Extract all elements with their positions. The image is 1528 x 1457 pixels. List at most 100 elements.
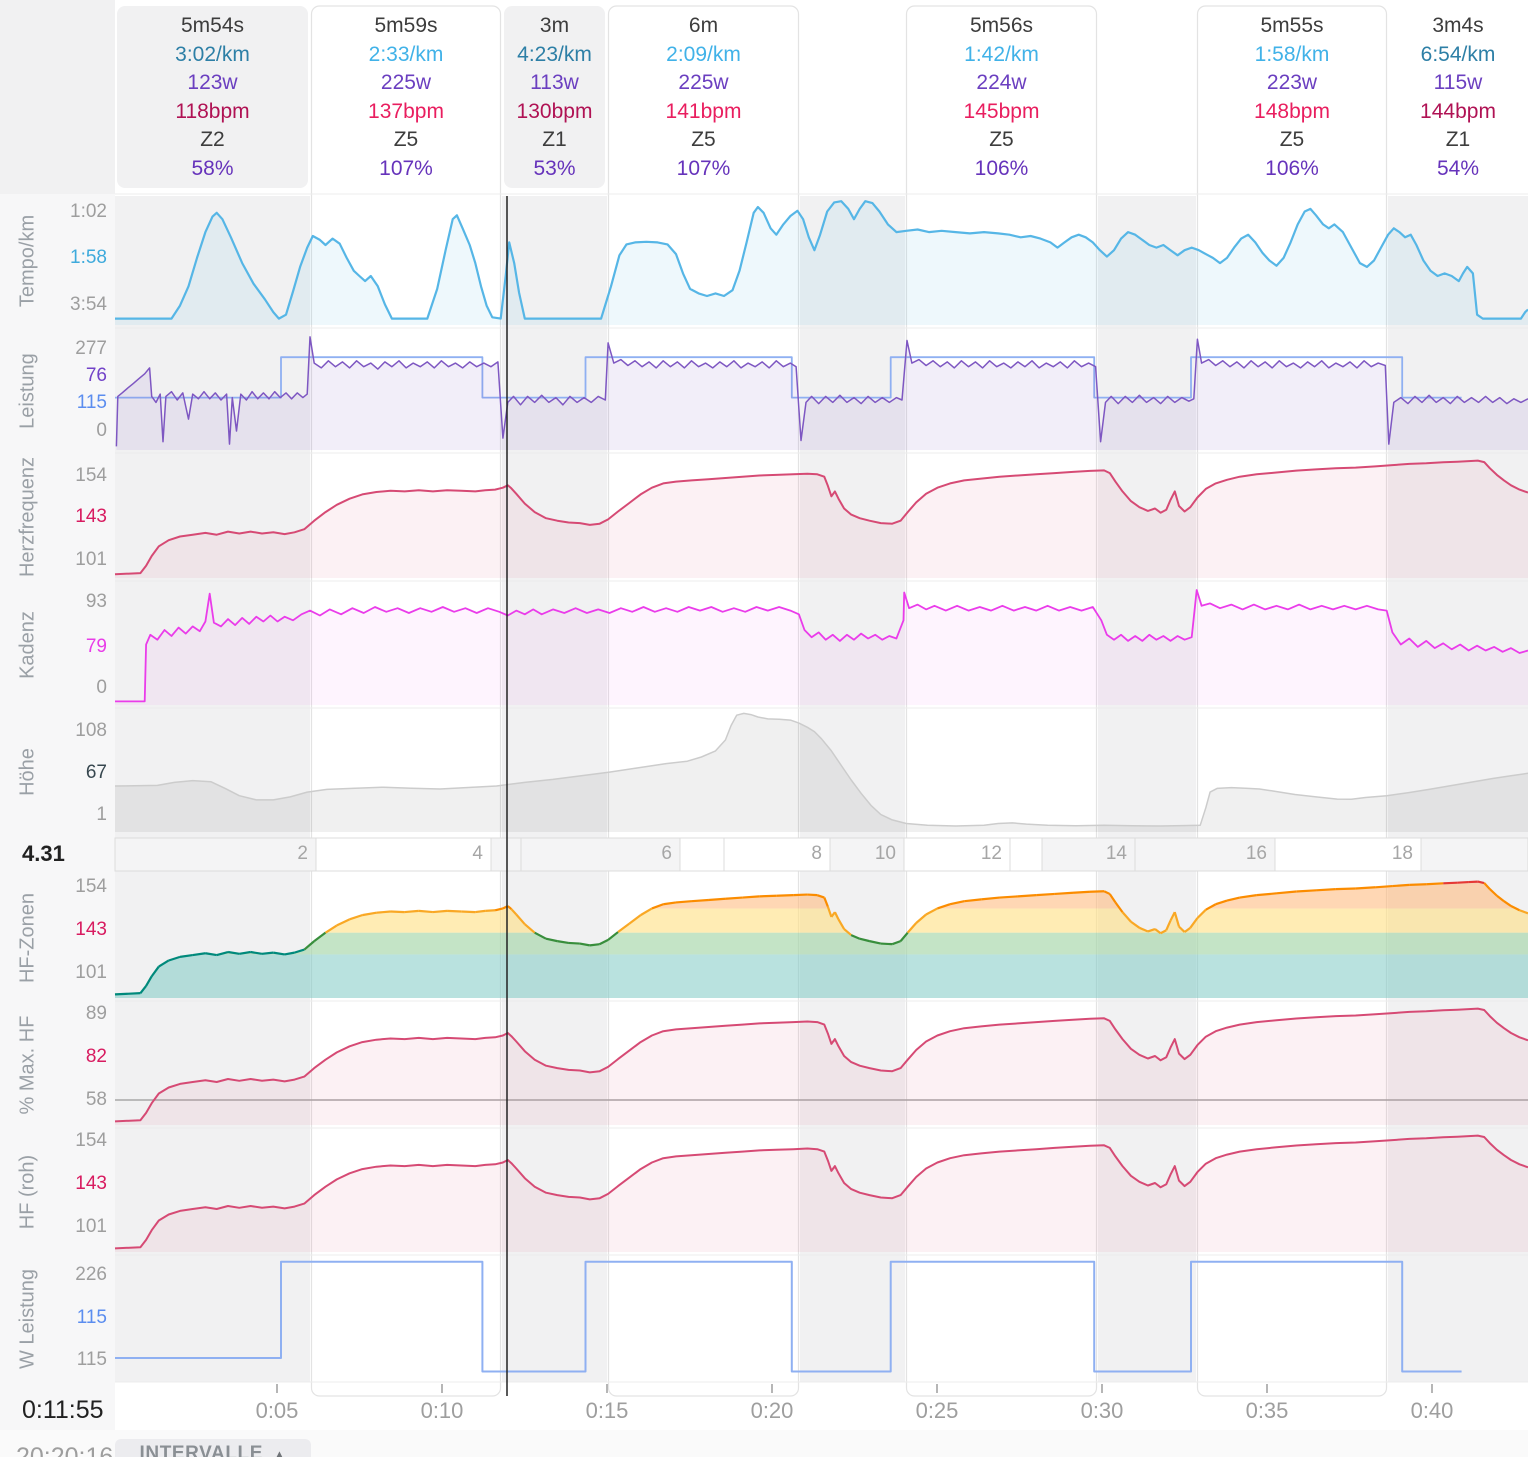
cursor-time-value: 0:11:55	[22, 1396, 104, 1424]
interval-duration: 6m	[688, 14, 719, 37]
interval-intensity-percent: 53%	[533, 156, 576, 180]
axis-tick-tempo-0: 1:02	[70, 201, 107, 222]
km-tick-16: 16	[1245, 843, 1267, 864]
axis-tick-tempo-1: 1:58	[70, 247, 107, 268]
maxhf-line-0	[114, 1007, 1528, 1123]
km-tick-14: 14	[1105, 843, 1127, 864]
time-tick-0:30: 0:30	[1080, 1398, 1124, 1423]
interval-card-6[interactable]: 5m56s 1:42/km 224w 145bpm Z5 106%	[905, 0, 1098, 183]
interval-pace: 1:42/km	[964, 42, 1039, 66]
interval-zone: Z5	[1279, 128, 1305, 151]
km-tick-6: 6	[661, 843, 672, 864]
interval-duration: 5m55s	[1260, 14, 1324, 37]
axis-tick-hfroh-2: 101	[75, 1216, 107, 1237]
interval-pace: 2:09/km	[666, 42, 741, 66]
interval-card-9[interactable]: 3m4s 6:54/km 115w 144bpm Z1 54%	[1388, 0, 1528, 183]
axis-gutter: Tempo/km 1:02 1:58 3:54 Leistung 277 76 115 0 Her…	[0, 190, 115, 1390]
maxhf-area	[115, 1008, 1528, 1125]
axis-tick-hf-0: 154	[75, 465, 107, 486]
interval-zone: Z5	[989, 128, 1014, 151]
interval-zone: Z5	[691, 128, 716, 151]
interval-card-4[interactable]: 6m 2:09/km 225w 141bpm Z5 107%	[607, 0, 800, 183]
interval-pace: 1:58/km	[1254, 42, 1330, 66]
interval-power: 115w	[1433, 71, 1483, 94]
interval-zone: Z1	[542, 128, 567, 151]
time-tick-0:40: 0:40	[1410, 1398, 1454, 1423]
interval-heartrate: 118bpm	[175, 99, 250, 123]
axis-tick-kadenz-1: 79	[85, 636, 107, 657]
axis-tick-leistung-2: 115	[76, 392, 107, 413]
interval-zone: Z5	[393, 128, 419, 151]
interval-duration: 3m4s	[1432, 14, 1484, 37]
km-tick-12: 12	[980, 843, 1002, 864]
interval-power: 123w	[187, 71, 238, 94]
time-tick-0:05: 0:05	[255, 1398, 299, 1423]
axis-tick-kadenz-0: 93	[85, 591, 107, 612]
axis-tick-maxhf-2: 58	[85, 1089, 107, 1110]
time-tick-0:35: 0:35	[1245, 1398, 1289, 1423]
interval-power: 225w	[678, 71, 729, 94]
hf-area	[115, 460, 1528, 578]
km-tick-4: 4	[472, 843, 483, 864]
interval-card-3[interactable]: 3m 4:23/km 113w 130bpm Z1 53%	[502, 0, 607, 183]
leistung-line-1	[115, 336, 1528, 447]
time-tick-0:10: 0:10	[420, 1398, 464, 1423]
kadenz-area	[115, 590, 1528, 705]
interval-power: 224w	[976, 71, 1027, 94]
interval-zone: Z2	[200, 128, 225, 151]
wl-line-0	[115, 1260, 1462, 1373]
axis-tick-hoehe-2: 1	[96, 804, 107, 825]
tempo-area	[115, 201, 1528, 325]
interval-power: 113w	[530, 71, 579, 94]
interval-duration: 5m54s	[180, 14, 245, 37]
interval-heartrate: 130bpm	[516, 99, 593, 123]
leistung-area	[116, 336, 1528, 450]
interval-heartrate: 148bpm	[1254, 99, 1330, 123]
axis-tick-zonen-0: 154	[75, 876, 107, 897]
hoehe-area	[115, 713, 1528, 832]
hfroh-line-0	[114, 1134, 1528, 1250]
axis-tick-zonen-1: 143	[75, 919, 107, 940]
chevron-up-icon: ▲	[273, 1447, 287, 1457]
interval-heartrate: 145bpm	[963, 99, 1040, 123]
intervals-toggle-button[interactable]: INTERVALLE ▲	[115, 1439, 311, 1457]
time-tick-0:25: 0:25	[915, 1398, 959, 1423]
hfroh-area	[115, 1135, 1528, 1252]
axis-tick-kadenz-2: 0	[96, 677, 107, 698]
interval-power: 225w	[380, 71, 432, 94]
interval-heartrate: 137bpm	[368, 99, 444, 123]
axis-tick-leistung-0: 277	[75, 338, 107, 359]
hoehe-line-0	[114, 712, 1528, 827]
axis-tick-maxhf-1: 82	[85, 1046, 107, 1067]
interval-duration: 5m59s	[374, 14, 438, 37]
interval-intensity-percent: 58%	[191, 156, 234, 180]
time-tick-0:20: 0:20	[750, 1398, 794, 1423]
axis-tick-hfroh-1: 143	[75, 1173, 107, 1194]
clock-time-value: 20:20:16	[16, 1443, 114, 1457]
interval-card-8[interactable]: 5m55s 1:58/km 223w 148bpm Z5 106%	[1196, 0, 1388, 183]
interval-header-strip: 5m54s 3:02/km 123w 118bpm Z2 58% 5m59s 2:33/km 2…	[0, 0, 1528, 190]
axis-tick-zonen-2: 101	[75, 962, 107, 983]
interval-pace: 4:23/km	[517, 42, 592, 66]
kadenz-line-0	[115, 589, 1528, 703]
interval-card-1[interactable]: 5m54s 3:02/km 123w 118bpm Z2 58%	[115, 0, 310, 183]
axis-tick-hf-1: 143	[75, 506, 107, 527]
interval-intensity-percent: 107%	[676, 156, 731, 180]
interval-pace: 6:54/km	[1420, 42, 1496, 66]
interval-duration: 5m56s	[969, 14, 1034, 37]
tempo-line-0	[115, 200, 1528, 320]
axis-tick-leistung-3: 0	[96, 420, 107, 441]
cursor-distance-value: 4.31	[22, 841, 65, 866]
km-tick-8: 8	[811, 843, 822, 864]
intervals-button-label: INTERVALLE	[139, 1443, 264, 1457]
axis-tick-maxhf-0: 89	[85, 1003, 107, 1024]
interval-heartrate: 141bpm	[665, 99, 742, 123]
axis-tick-hoehe-1: 67	[85, 762, 107, 783]
axis-tick-hf-2: 101	[75, 549, 107, 570]
interval-card-2[interactable]: 5m59s 2:33/km 225w 137bpm Z5 107%	[310, 0, 502, 183]
interval-pace: 2:33/km	[368, 42, 444, 66]
interval-intensity-percent: 107%	[379, 156, 433, 180]
interval-zone: Z1	[1445, 128, 1471, 151]
